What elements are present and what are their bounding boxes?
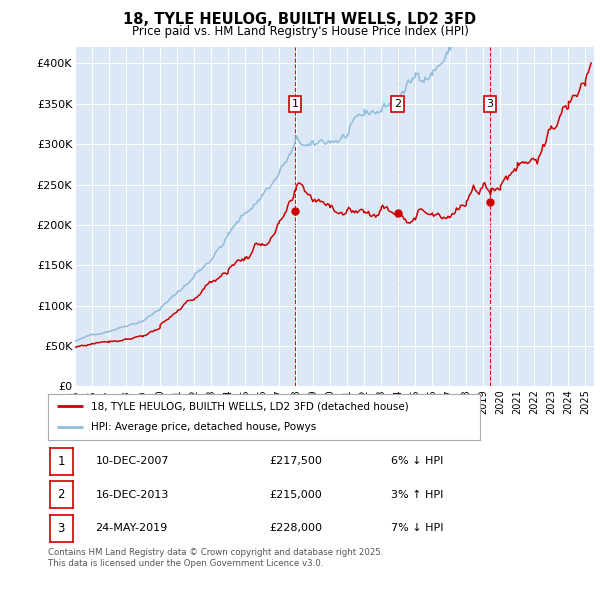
Text: HPI: Average price, detached house, Powys: HPI: Average price, detached house, Powy…	[91, 422, 316, 432]
Text: 3: 3	[58, 522, 65, 535]
Text: £215,000: £215,000	[270, 490, 323, 500]
Text: 6% ↓ HPI: 6% ↓ HPI	[391, 456, 443, 466]
Text: 18, TYLE HEULOG, BUILTH WELLS, LD2 3FD (detached house): 18, TYLE HEULOG, BUILTH WELLS, LD2 3FD (…	[91, 401, 409, 411]
Text: 3: 3	[487, 99, 494, 109]
Text: 7% ↓ HPI: 7% ↓ HPI	[391, 523, 444, 533]
Text: 10-DEC-2007: 10-DEC-2007	[95, 456, 169, 466]
Text: £228,000: £228,000	[270, 523, 323, 533]
Text: 2: 2	[394, 99, 401, 109]
Text: 1: 1	[292, 99, 299, 109]
Text: 24-MAY-2019: 24-MAY-2019	[95, 523, 168, 533]
Text: Price paid vs. HM Land Registry's House Price Index (HPI): Price paid vs. HM Land Registry's House …	[131, 25, 469, 38]
Text: 3% ↑ HPI: 3% ↑ HPI	[391, 490, 443, 500]
Text: 1: 1	[58, 454, 65, 468]
Text: Contains HM Land Registry data © Crown copyright and database right 2025.
This d: Contains HM Land Registry data © Crown c…	[48, 548, 383, 568]
Text: 18, TYLE HEULOG, BUILTH WELLS, LD2 3FD: 18, TYLE HEULOG, BUILTH WELLS, LD2 3FD	[124, 12, 476, 27]
Text: 16-DEC-2013: 16-DEC-2013	[95, 490, 169, 500]
Text: 2: 2	[58, 488, 65, 501]
Text: £217,500: £217,500	[270, 456, 323, 466]
